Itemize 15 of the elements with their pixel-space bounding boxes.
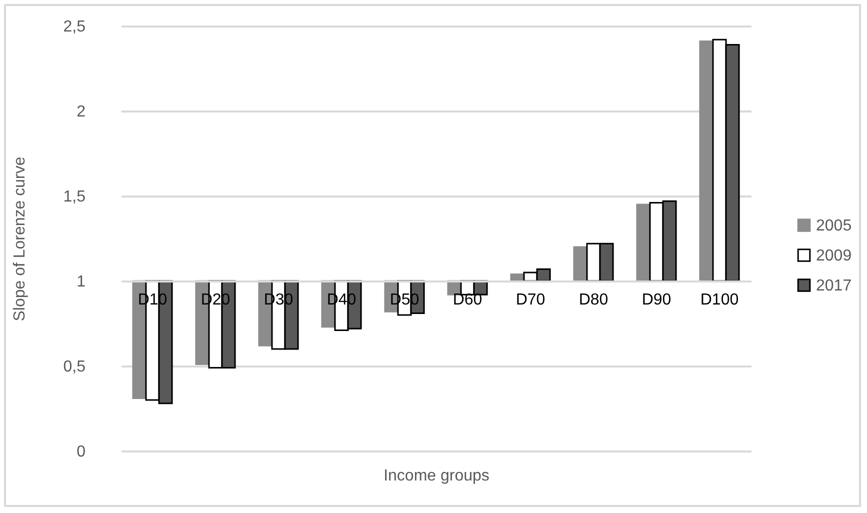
x-axis-title: Income groups	[384, 468, 490, 484]
y-axis-title: Slope of Lorenze curve	[11, 156, 28, 322]
y-tick-label: 2	[76, 104, 86, 120]
x-tick-label: D100	[700, 292, 739, 308]
x-tick-label: D80	[578, 292, 608, 308]
x-tick-label: D70	[516, 292, 546, 308]
legend-label: 2005	[816, 217, 852, 234]
legend-label: 2017	[816, 277, 852, 294]
y-tick-label: 2,5	[63, 18, 86, 36]
y-tick-label: 1	[76, 274, 86, 290]
y-tick-label: 1,5	[63, 188, 86, 206]
legend-label: 2009	[816, 247, 852, 264]
x-tick-label: D90	[642, 292, 672, 308]
y-tick-label: 0	[76, 444, 86, 460]
y-tick-label: 0,5	[63, 358, 86, 376]
